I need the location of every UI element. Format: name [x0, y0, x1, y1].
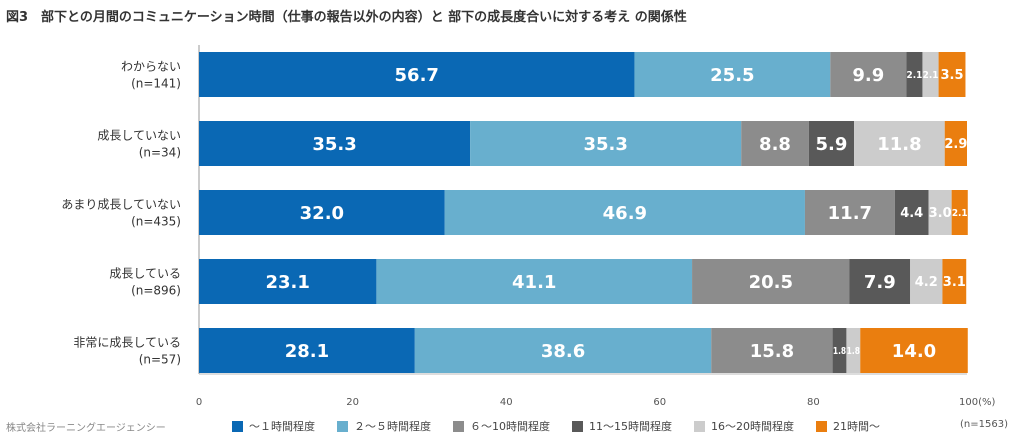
- legend-item: ～１時間程度: [232, 418, 315, 434]
- legend-label: 11～15時間程度: [589, 420, 672, 433]
- category-label: あまり成長していない: [61, 198, 181, 212]
- legend-swatch: [816, 420, 827, 432]
- data-label: 9.9: [852, 65, 884, 86]
- x-tick-label: 0: [196, 397, 202, 408]
- data-label: 2.9: [944, 137, 967, 152]
- bar-segment: [942, 259, 967, 304]
- bar-segment: [832, 328, 847, 373]
- data-label: 3.0: [929, 206, 952, 221]
- data-label: 32.0: [300, 203, 344, 224]
- legend-label: ２～５時間程度: [354, 420, 431, 433]
- legend-item: ６～10時間程度: [453, 418, 550, 434]
- legend-swatch: [572, 420, 583, 432]
- bar-segment: [444, 190, 805, 235]
- data-label: 35.3: [583, 134, 627, 155]
- legend-swatch: [453, 420, 464, 432]
- data-label: 1.8: [833, 346, 846, 357]
- legend-label: 21時間～: [833, 420, 880, 433]
- bar-segment: [849, 259, 911, 304]
- legend: ～１時間程度 ２～５時間程度 ６～10時間程度 11～15時間程度 16～20時間程度 2…: [232, 418, 902, 434]
- data-label: 4.4: [900, 206, 923, 221]
- legend-item: 11～15時間程度: [572, 418, 672, 434]
- bar-segment: [928, 190, 952, 235]
- data-label: 2.1: [923, 70, 939, 82]
- legend-label: 16～20時間程度: [711, 420, 794, 433]
- chart-title: 図3 部下との月間のコミュニケーション時間（仕事の報告以外の内容）と 部下の成長…: [6, 10, 687, 25]
- data-label: 11.7: [828, 203, 872, 224]
- sample-size: (n=1563): [960, 419, 1008, 430]
- x-tick-label: 60: [653, 397, 666, 408]
- category-label: 非常に成長している: [73, 336, 181, 350]
- category-n-label: (n=435): [131, 215, 181, 229]
- bar-segment: [414, 328, 712, 373]
- legend-item: 16～20時間程度: [694, 418, 794, 434]
- bar-segment: [894, 190, 929, 235]
- bar-segment: [906, 52, 923, 97]
- legend-label: ～１時間程度: [249, 420, 315, 433]
- bar-segment: [951, 190, 968, 235]
- data-label: 1.8: [847, 346, 860, 357]
- data-label: 11.8: [877, 134, 921, 155]
- bar-segment: [376, 259, 693, 304]
- bar-segment: [808, 121, 855, 166]
- x-tick-label: 100(%): [959, 397, 995, 408]
- x-tick-label: 20: [346, 397, 359, 408]
- x-tick-label: 40: [500, 397, 513, 408]
- category-n-label: (n=57): [139, 353, 181, 367]
- bar-segment: [470, 121, 742, 166]
- legend-swatch: [232, 420, 243, 432]
- bar-segment: [741, 121, 809, 166]
- data-label: 35.3: [312, 134, 356, 155]
- data-label: 2.1: [952, 208, 968, 220]
- bar-segment: [922, 52, 939, 97]
- data-label: 38.6: [541, 341, 585, 362]
- bar-segment: [199, 190, 445, 235]
- bar-segment: [944, 121, 967, 166]
- legend-label: ６～10時間程度: [470, 420, 550, 433]
- bar-segment: [854, 121, 945, 166]
- bar-segment: [830, 52, 907, 97]
- legend-swatch: [337, 420, 348, 432]
- bar-segment: [711, 328, 833, 373]
- bar-segment: [199, 121, 471, 166]
- bar-segment: [846, 328, 861, 373]
- legend-swatch: [694, 420, 705, 432]
- legend-item: ２～５時間程度: [337, 418, 431, 434]
- bar-segment: [804, 190, 895, 235]
- data-label: 41.1: [512, 272, 556, 293]
- category-n-label: (n=34): [139, 146, 181, 160]
- category-label: わからない: [121, 60, 181, 74]
- bar-segment: [860, 328, 968, 373]
- bar-segment: [692, 259, 850, 304]
- bar-segment: [634, 52, 831, 97]
- bar-segment: [199, 259, 377, 304]
- data-label: 3.1: [943, 275, 966, 290]
- bar-segment: [199, 328, 415, 373]
- data-label: 28.1: [285, 341, 329, 362]
- data-label: 15.8: [750, 341, 794, 362]
- data-label: 20.5: [749, 272, 793, 293]
- data-label: 14.0: [892, 341, 936, 362]
- bar-segment: [910, 259, 943, 304]
- data-label: 23.1: [265, 272, 309, 293]
- data-label: 7.9: [864, 272, 896, 293]
- category-label: 成長していない: [97, 129, 181, 143]
- legend-item: 21時間～: [816, 418, 880, 434]
- data-label: 46.9: [603, 203, 647, 224]
- bar-segment: [199, 52, 635, 97]
- category-n-label: (n=896): [131, 284, 181, 298]
- category-label: 成長している: [109, 267, 181, 281]
- data-label: 8.8: [759, 134, 791, 155]
- data-label: 4.2: [915, 275, 938, 290]
- data-label: 25.5: [710, 65, 754, 86]
- data-label: 2.1: [907, 70, 923, 82]
- data-label: 56.7: [395, 65, 439, 86]
- source-credit: 株式会社ラーニングエージェンシー: [6, 423, 166, 434]
- x-tick-label: 80: [807, 397, 820, 408]
- bar-segment: [938, 52, 966, 97]
- data-label: 5.9: [816, 134, 848, 155]
- data-label: 3.5: [941, 68, 964, 83]
- category-n-label: (n=141): [131, 77, 181, 91]
